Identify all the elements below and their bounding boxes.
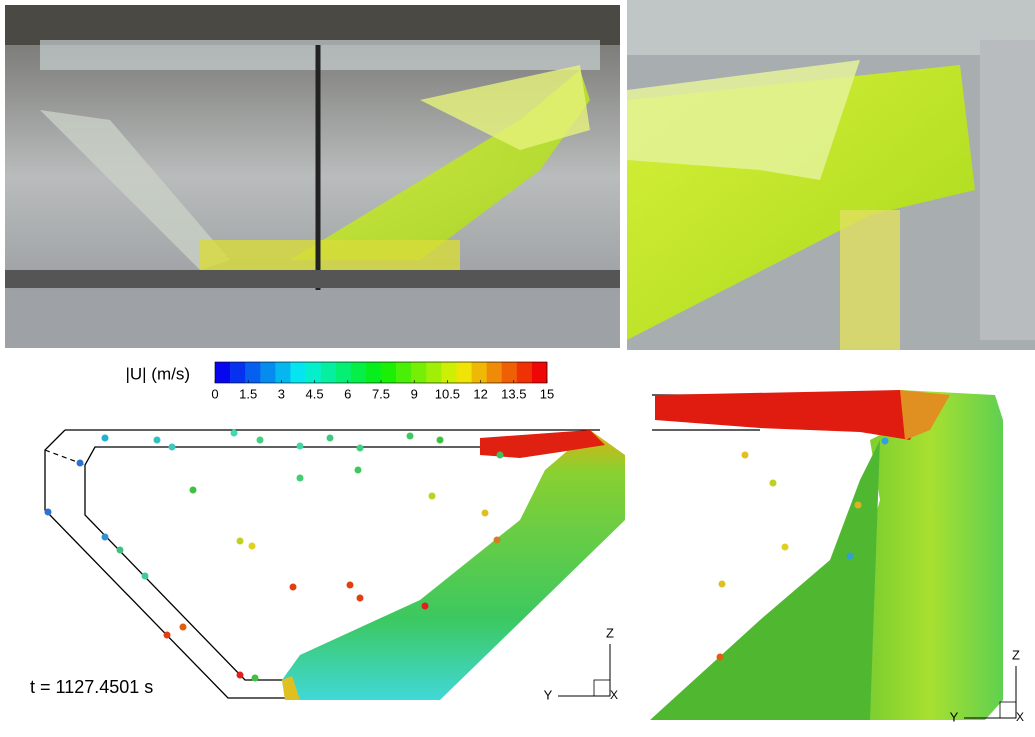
axis-label-x: X: [610, 688, 618, 702]
axis-label-z: Z: [606, 625, 614, 640]
colorbar-segment: [532, 362, 547, 383]
simulation-right: [650, 390, 1003, 720]
colorbar-tick-label: 6: [344, 386, 351, 401]
particle: [494, 537, 501, 544]
particle: [142, 573, 149, 580]
colorbar-segment: [306, 362, 321, 383]
particle: [252, 675, 259, 682]
figure: |U| (m/s) 0 1.5 3 4.5 6 7.5 9 10.5 12 13.5 15 t = 11…: [0, 0, 1035, 737]
colorbar-segment: [456, 362, 471, 383]
colorbar-tick-label: 10.5: [435, 386, 460, 401]
particle: [847, 553, 854, 560]
colorbar-segment: [381, 362, 396, 383]
particle: [407, 433, 414, 440]
time-label: t = 1127.4501 s: [30, 677, 153, 697]
colorbar-segment: [245, 362, 260, 383]
particle: [357, 595, 364, 602]
experiment-photo: [5, 5, 620, 348]
colorbar-segment: [426, 362, 441, 383]
simulation-left: [45, 430, 625, 700]
particle: [717, 654, 724, 661]
particle: [297, 443, 304, 450]
colorbar-segment: [411, 362, 426, 383]
particle: [497, 452, 504, 459]
colorbar-tick-label: 9: [411, 386, 418, 401]
particle: [257, 437, 264, 444]
particle: [290, 584, 297, 591]
particle: [855, 502, 862, 509]
particle: [117, 547, 124, 554]
particle: [770, 480, 777, 487]
colorbar-tick-label: 15: [540, 386, 554, 401]
particle: [45, 509, 52, 516]
particle: [355, 467, 362, 474]
particle: [357, 445, 364, 452]
particle: [782, 544, 789, 551]
colorbar-tick-label: 13.5: [501, 386, 526, 401]
particle: [231, 430, 238, 437]
colorbar-segment: [215, 362, 230, 383]
particle: [429, 493, 436, 500]
particle: [169, 444, 176, 451]
particle: [882, 438, 889, 445]
colorbar-tick-label: 1.5: [239, 386, 257, 401]
axis-box: [594, 680, 610, 696]
colorbar-segment: [230, 362, 245, 383]
colorbar-segment: [321, 362, 336, 383]
axis-label-y: Y: [950, 709, 959, 724]
axis-label-y: Y: [544, 687, 553, 702]
particle: [327, 435, 334, 442]
particle: [347, 582, 354, 589]
particle: [237, 672, 244, 679]
colorbar-tick-label: 12: [473, 386, 487, 401]
particle: [164, 632, 171, 639]
colorbar-segment: [260, 362, 275, 383]
colorbar-segment: [336, 362, 351, 383]
particle: [437, 437, 444, 444]
particle: [237, 538, 244, 545]
colorbar-tick-label: 0: [211, 386, 218, 401]
colorbar-segment: [441, 362, 456, 383]
colorbar-segment: [396, 362, 411, 383]
particle: [422, 603, 429, 610]
axis-label-x: X: [1016, 710, 1024, 724]
colorbar-segment: [472, 362, 487, 383]
particle: [190, 487, 197, 494]
particle: [482, 510, 489, 517]
particle: [180, 624, 187, 631]
axis-label-z: Z: [1012, 647, 1020, 662]
colorbar-title: |U| (m/s): [125, 364, 190, 383]
colorbar-segment: [351, 362, 366, 383]
colorbar-tick-label: 7.5: [372, 386, 390, 401]
particle: [154, 437, 161, 444]
colorbar-segment: [517, 362, 532, 383]
particle: [77, 460, 84, 467]
colorbar-segment: [290, 362, 305, 383]
colorbar-tick-label: 3: [278, 386, 285, 401]
colorbar-segment: [487, 362, 502, 383]
particle: [102, 435, 109, 442]
particle: [742, 452, 749, 459]
colorbar-segment: [275, 362, 290, 383]
particle: [249, 543, 256, 550]
colorbar-segment: [366, 362, 381, 383]
colorbar-segment: [502, 362, 517, 383]
colorbar-tick-label: 4.5: [306, 386, 324, 401]
particle: [297, 475, 304, 482]
experiment-closeup: [627, 0, 1035, 350]
particle: [102, 534, 109, 541]
particle: [719, 581, 726, 588]
axis-box: [1000, 702, 1016, 718]
